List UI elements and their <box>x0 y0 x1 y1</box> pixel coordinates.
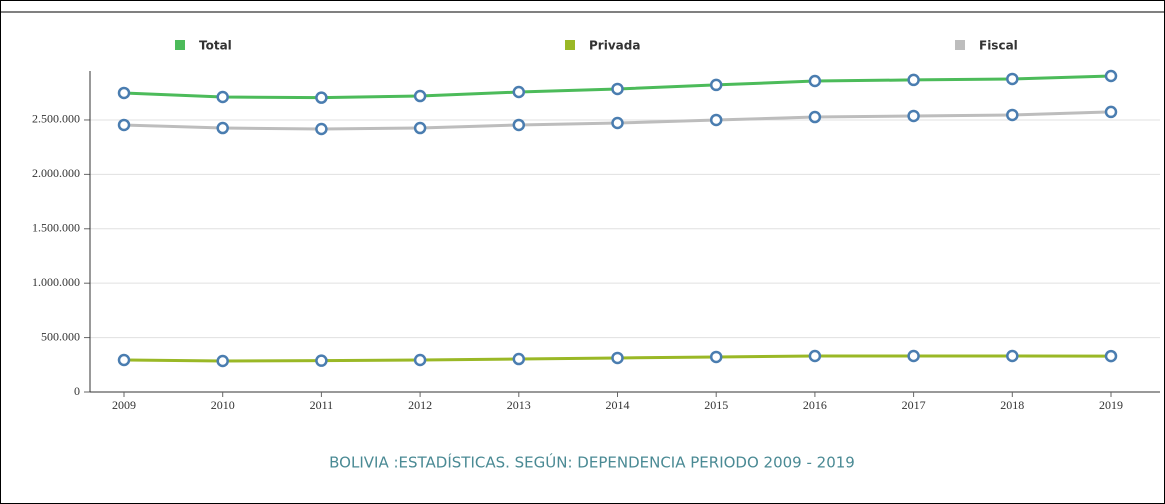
x-tick-label: 2015 <box>704 398 728 412</box>
point <box>1006 349 1019 363</box>
legend-swatch <box>955 40 965 50</box>
legend-label: Privada <box>589 39 640 53</box>
point <box>117 118 131 132</box>
x-tick-label: 2012 <box>408 398 432 412</box>
point <box>1104 69 1118 83</box>
y-tick-label: 500.000 <box>41 329 80 343</box>
point <box>413 353 427 367</box>
point <box>315 91 328 104</box>
y-tick-label: 2.500.000 <box>32 112 80 126</box>
y-tick-label: 1.000.000 <box>32 275 80 289</box>
point <box>709 350 723 364</box>
point <box>709 113 723 127</box>
point <box>512 85 526 99</box>
point <box>808 349 822 363</box>
point <box>611 351 624 365</box>
x-tick-label: 2010 <box>211 398 235 412</box>
point <box>413 121 427 135</box>
point <box>907 349 920 363</box>
point <box>413 89 427 103</box>
x-tick-label: 2009 <box>112 398 136 412</box>
chart-title: BOLIVIA :ESTADÍSTICAS. SEGÚN: DEPENDENCI… <box>329 453 855 472</box>
x-tick-label: 2014 <box>606 398 630 412</box>
point <box>611 82 624 96</box>
legend-swatch <box>175 40 185 50</box>
point <box>315 122 328 136</box>
point <box>907 109 920 123</box>
point <box>1104 349 1118 363</box>
point <box>808 110 822 124</box>
legend-label: Total <box>199 39 232 53</box>
point <box>907 73 920 87</box>
point <box>216 121 229 135</box>
point <box>611 116 624 130</box>
point <box>1104 105 1118 119</box>
point <box>1006 108 1019 122</box>
point <box>315 354 328 367</box>
point <box>709 78 723 92</box>
legend-label: Fiscal <box>979 39 1018 53</box>
y-tick-label: 2.000.000 <box>32 166 80 180</box>
point <box>512 118 526 132</box>
x-tick-label: 2013 <box>507 398 531 412</box>
y-tick-label: 0 <box>74 384 80 398</box>
point <box>216 354 229 368</box>
point <box>808 74 822 88</box>
point <box>512 352 526 366</box>
point <box>117 86 131 100</box>
x-tick-label: 2016 <box>803 398 827 412</box>
y-tick-label: 1.500.000 <box>32 221 80 235</box>
point <box>117 353 131 367</box>
point <box>1006 72 1019 86</box>
x-tick-label: 2017 <box>902 398 926 412</box>
x-tick-label: 2019 <box>1099 398 1123 412</box>
point <box>216 90 229 104</box>
x-tick-label: 2011 <box>310 398 334 412</box>
legend-swatch <box>565 40 575 50</box>
x-tick-label: 2018 <box>1000 398 1024 412</box>
